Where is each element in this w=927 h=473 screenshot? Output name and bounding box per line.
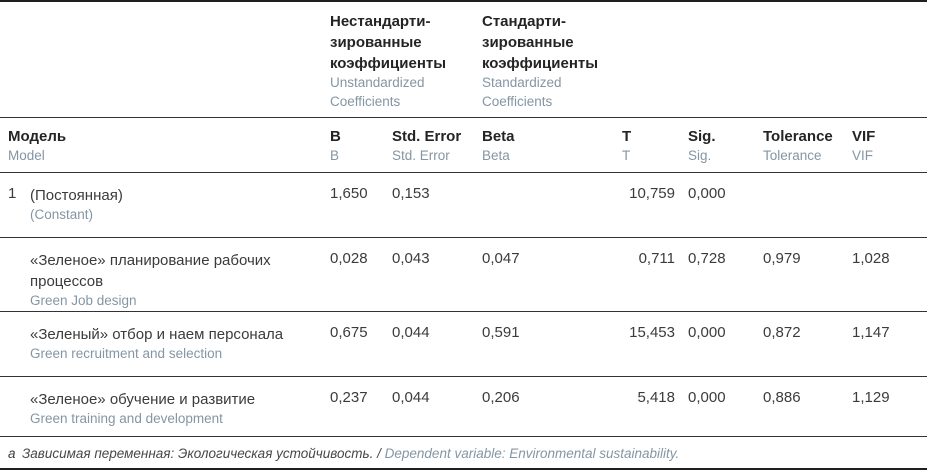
footnote-marker: a: [8, 445, 16, 461]
cell-std-error: 0,153: [392, 172, 482, 238]
col-header-sig: Sig. Sig.: [688, 117, 763, 173]
table-row-green-training: «Зеленое» обучение и развитие Green trai…: [0, 376, 927, 437]
cell-vif: 1,028: [852, 237, 927, 312]
model-number: [0, 237, 30, 312]
footnote-separator: /: [373, 445, 385, 461]
cell-b: 0,237: [330, 376, 392, 437]
cell-beta: 0,591: [482, 311, 622, 377]
row-label-en: Green Job design: [30, 292, 137, 308]
col-header-vif: VIF VIF: [852, 117, 927, 173]
cell-t: 15,453: [622, 311, 688, 377]
col-header-model-en: Model: [8, 147, 45, 163]
model-number: [0, 376, 30, 437]
col-header-vif-en: VIF: [852, 147, 874, 163]
cell-tolerance: 0,979: [763, 237, 852, 312]
row-label: «Зеленое» обучение и развитие Green trai…: [30, 376, 330, 437]
footnote-cell: a Зависимая переменная: Экологическая уст…: [0, 436, 927, 469]
standardized-title-ru: Стандарти- зированные коэффициенты: [482, 13, 599, 72]
unstandardized-title-en: Unstandardized Coefficients: [330, 75, 425, 109]
col-header-beta: Beta Beta: [482, 117, 622, 173]
row-label: (Постоянная) (Constant): [30, 172, 330, 238]
standardized-title-en: Standardized Coefficients: [482, 75, 562, 109]
span-header-standardized: Стандарти- зированные коэффициенты Stand…: [482, 1, 622, 118]
col-header-tolerance: Tolerance Tolerance: [763, 117, 852, 173]
col-header-sig-en: Sig.: [688, 147, 712, 163]
row-label-ru: (Постоянная): [30, 186, 123, 204]
table-row-constant: 1 (Постоянная) (Constant) 1,650 0,153 10…: [0, 172, 927, 238]
cell-sig: 0,000: [688, 376, 763, 437]
table-row-green-recruitment: «Зеленый» отбор и наем персонала Green r…: [0, 311, 927, 377]
cell-std-error: 0,043: [392, 237, 482, 312]
cell-b: 0,028: [330, 237, 392, 312]
cell-b: 0,675: [330, 311, 392, 377]
cell-std-error: 0,044: [392, 311, 482, 377]
cell-sig: 0,000: [688, 311, 763, 377]
cell-tolerance: [763, 172, 852, 238]
cell-tolerance: 0,886: [763, 376, 852, 437]
row-label-ru: «Зеленое» планирование рабочих процессов: [30, 251, 271, 290]
table-body: 1 (Постоянная) (Constant) 1,650 0,153 10…: [0, 172, 927, 437]
footnote-text-en: Dependent variable: Environmental sustai…: [384, 445, 680, 461]
span-header-row: Нестандарти- зированные коэффициенты Uns…: [0, 1, 927, 118]
col-header-b: B B: [330, 117, 392, 173]
footnote-row: a Зависимая переменная: Экологическая уст…: [0, 436, 927, 469]
col-header-tolerance-ru: Tolerance: [763, 127, 833, 145]
col-header-b-en: B: [330, 147, 340, 163]
col-header-std-error-en: Std. Error: [392, 147, 450, 163]
cell-t: 10,759: [622, 172, 688, 238]
col-header-std-error-ru: Std. Error: [392, 127, 462, 145]
col-header-t: T T: [622, 117, 688, 173]
row-label-en: (Constant): [30, 206, 94, 222]
cell-beta: 0,047: [482, 237, 622, 312]
col-header-vif-ru: VIF: [852, 127, 876, 145]
cell-sig: 0,000: [688, 172, 763, 238]
cell-t: 0,711: [622, 237, 688, 312]
row-label: «Зеленый» отбор и наем персонала Green r…: [30, 311, 330, 377]
table-header: Нестандарти- зированные коэффициенты Uns…: [0, 1, 927, 173]
col-header-model-ru: Модель: [8, 127, 67, 145]
row-label-en: Green training and development: [30, 410, 223, 426]
table-footer: a Зависимая переменная: Экологическая уст…: [0, 436, 927, 469]
row-label: «Зеленое» планирование рабочих процессов…: [30, 237, 330, 312]
row-label-en: Green recruitment and selection: [30, 345, 223, 361]
cell-vif: 1,147: [852, 311, 927, 377]
span-header-spacer-right: [622, 1, 927, 118]
footnote: a Зависимая переменная: Экологическая уст…: [0, 445, 927, 463]
col-header-sig-ru: Sig.: [688, 127, 716, 145]
cell-beta: 0,206: [482, 376, 622, 437]
col-header-t-ru: T: [622, 127, 632, 145]
row-label-ru: «Зеленый» отбор и наем персонала: [30, 325, 284, 343]
cell-std-error: 0,044: [392, 376, 482, 437]
col-header-t-en: T: [622, 147, 631, 163]
cell-t: 5,418: [622, 376, 688, 437]
cell-tolerance: 0,872: [763, 311, 852, 377]
cell-beta: [482, 172, 622, 238]
col-header-beta-en: Beta: [482, 147, 510, 163]
col-header-model: Модель Model: [0, 117, 330, 173]
cell-sig: 0,728: [688, 237, 763, 312]
span-header-unstandardized: Нестандарти- зированные коэффициенты Uns…: [330, 1, 482, 118]
column-header-row: Модель Model B B Std. Error Std. Error B…: [0, 117, 927, 173]
span-header-spacer: [0, 1, 330, 118]
table-row-green-job-design: «Зеленое» планирование рабочих процессов…: [0, 237, 927, 312]
col-header-b-ru: B: [330, 127, 341, 145]
row-label-ru: «Зеленое» обучение и развитие: [30, 390, 256, 408]
cell-vif: [852, 172, 927, 238]
col-header-tolerance-en: Tolerance: [763, 147, 822, 163]
cell-vif: 1,129: [852, 376, 927, 437]
unstandardized-title-ru: Нестандарти- зированные коэффициенты: [330, 13, 447, 72]
col-header-std-error: Std. Error Std. Error: [392, 117, 482, 173]
footnote-text-ru: Зависимая переменная: Экологическая усто…: [22, 445, 374, 461]
col-header-beta-ru: Beta: [482, 127, 515, 145]
model-number: 1: [0, 172, 30, 238]
cell-b: 1,650: [330, 172, 392, 238]
model-number: [0, 311, 30, 377]
